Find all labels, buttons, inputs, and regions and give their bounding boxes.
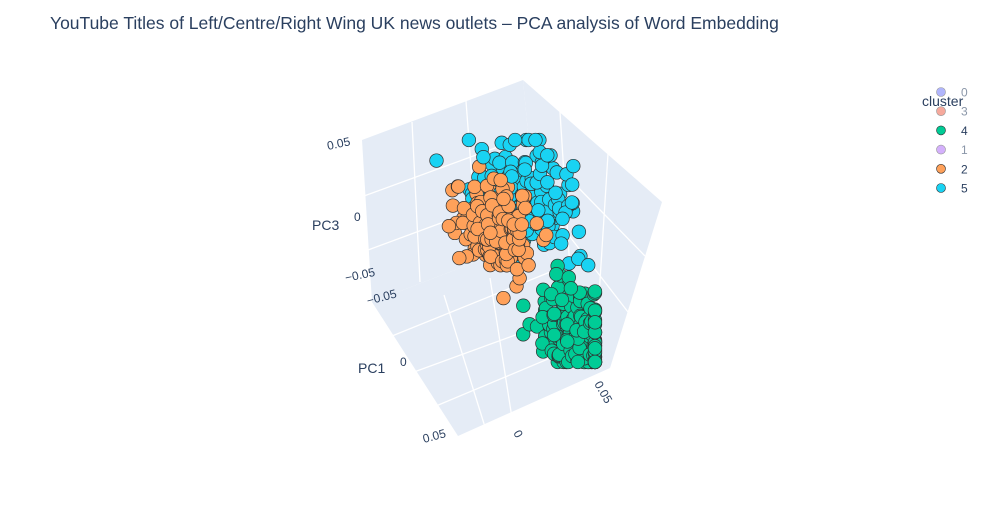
data-point[interactable] bbox=[514, 217, 529, 232]
legend-marker-icon bbox=[936, 87, 946, 97]
data-point[interactable] bbox=[493, 172, 508, 188]
data-point[interactable] bbox=[565, 177, 580, 192]
data-point[interactable] bbox=[515, 188, 530, 203]
data-point[interactable] bbox=[521, 258, 536, 273]
legend-item[interactable]: 2 bbox=[936, 162, 969, 176]
legend-marker-icon bbox=[936, 106, 946, 116]
legend-marker-icon bbox=[936, 125, 946, 136]
data-point[interactable] bbox=[554, 236, 569, 251]
data-point[interactable] bbox=[564, 195, 580, 210]
gridline bbox=[489, 277, 513, 419]
axis-ticks: 0.05 0 −0.05 −0.05 0 0.05 0 0.05 bbox=[326, 134, 616, 446]
legend-marker-icon bbox=[936, 144, 946, 155]
legend-item-label: 4 bbox=[961, 124, 968, 138]
data-point[interactable] bbox=[529, 216, 544, 231]
data-point[interactable] bbox=[548, 185, 563, 200]
data-point[interactable] bbox=[476, 150, 491, 165]
data-point[interactable] bbox=[566, 158, 581, 174]
data-point[interactable] bbox=[492, 155, 507, 170]
data-point[interactable] bbox=[441, 219, 457, 234]
pc3-tick-label: 0 bbox=[354, 210, 361, 224]
legend-item[interactable]: 1 bbox=[936, 143, 969, 157]
data-point[interactable] bbox=[518, 200, 533, 216]
scene-pane-right bbox=[523, 80, 662, 368]
data-point[interactable] bbox=[540, 148, 555, 163]
data-point[interactable] bbox=[535, 336, 550, 351]
data-point[interactable] bbox=[516, 327, 531, 342]
legend-marker-icon bbox=[936, 183, 946, 193]
data-point[interactable] bbox=[528, 132, 543, 148]
legend-item[interactable]: 3 bbox=[936, 105, 969, 119]
legend: cluster 0 3 4 1 2 5 bbox=[922, 86, 968, 196]
data-point[interactable] bbox=[452, 250, 467, 266]
scatter-markers bbox=[429, 132, 603, 370]
legend-item-label: 2 bbox=[961, 162, 968, 176]
data-point[interactable] bbox=[563, 281, 579, 296]
data-point[interactable] bbox=[587, 315, 603, 330]
gridline bbox=[443, 294, 486, 428]
data-point[interactable] bbox=[496, 191, 511, 207]
data-point[interactable] bbox=[587, 341, 603, 356]
data-point[interactable] bbox=[467, 179, 482, 194]
legend-item-label: 5 bbox=[961, 182, 968, 196]
data-point[interactable] bbox=[587, 284, 603, 299]
pc1-tick-label: 0.05 bbox=[421, 426, 447, 446]
data-point[interactable] bbox=[554, 292, 570, 307]
legend-title: cluster bbox=[922, 93, 964, 109]
legend-item-label: 3 bbox=[961, 105, 968, 119]
data-point[interactable] bbox=[581, 258, 596, 273]
pc3-tick-label: −0.05 bbox=[344, 265, 377, 285]
legend-item[interactable]: 4 bbox=[936, 124, 969, 138]
data-point[interactable] bbox=[461, 132, 477, 148]
data-point[interactable] bbox=[429, 153, 444, 168]
data-point[interactable] bbox=[555, 211, 570, 226]
data-point[interactable] bbox=[496, 290, 511, 306]
pc3-tick-label: 0.05 bbox=[326, 134, 352, 153]
data-point[interactable] bbox=[571, 224, 587, 239]
data-point[interactable] bbox=[547, 306, 562, 321]
pc1-axis-title: PC1 bbox=[358, 360, 385, 376]
legend-item[interactable]: 5 bbox=[936, 182, 969, 196]
legend-item-label: 1 bbox=[961, 143, 968, 157]
legend-marker-icon bbox=[936, 164, 946, 174]
data-point[interactable] bbox=[517, 162, 532, 177]
pc3-axis-title: PC3 bbox=[312, 217, 339, 233]
data-point[interactable] bbox=[507, 132, 523, 148]
gridline bbox=[391, 267, 561, 337]
pc1-tick-label: 0 bbox=[400, 355, 407, 369]
data-point[interactable] bbox=[587, 354, 603, 370]
data-point[interactable] bbox=[483, 225, 498, 240]
chart-title: YouTube Titles of Left/Centre/Right Wing… bbox=[50, 13, 779, 33]
data-point[interactable] bbox=[546, 327, 562, 343]
data-point[interactable] bbox=[531, 203, 546, 218]
pc2-tick-label: 0 bbox=[510, 428, 526, 441]
data-point[interactable] bbox=[539, 227, 554, 243]
data-point[interactable] bbox=[549, 267, 564, 282]
legend-item[interactable]: 0 bbox=[936, 86, 969, 100]
gridline bbox=[411, 121, 421, 283]
data-point[interactable] bbox=[540, 175, 555, 190]
legend-item-label: 0 bbox=[961, 86, 968, 100]
scene-panes bbox=[362, 80, 662, 436]
data-point[interactable] bbox=[560, 334, 575, 349]
data-point[interactable] bbox=[451, 179, 466, 194]
pc2-tick-label: 0.05 bbox=[591, 379, 615, 407]
data-point[interactable] bbox=[570, 354, 586, 370]
data-point[interactable] bbox=[516, 298, 531, 313]
